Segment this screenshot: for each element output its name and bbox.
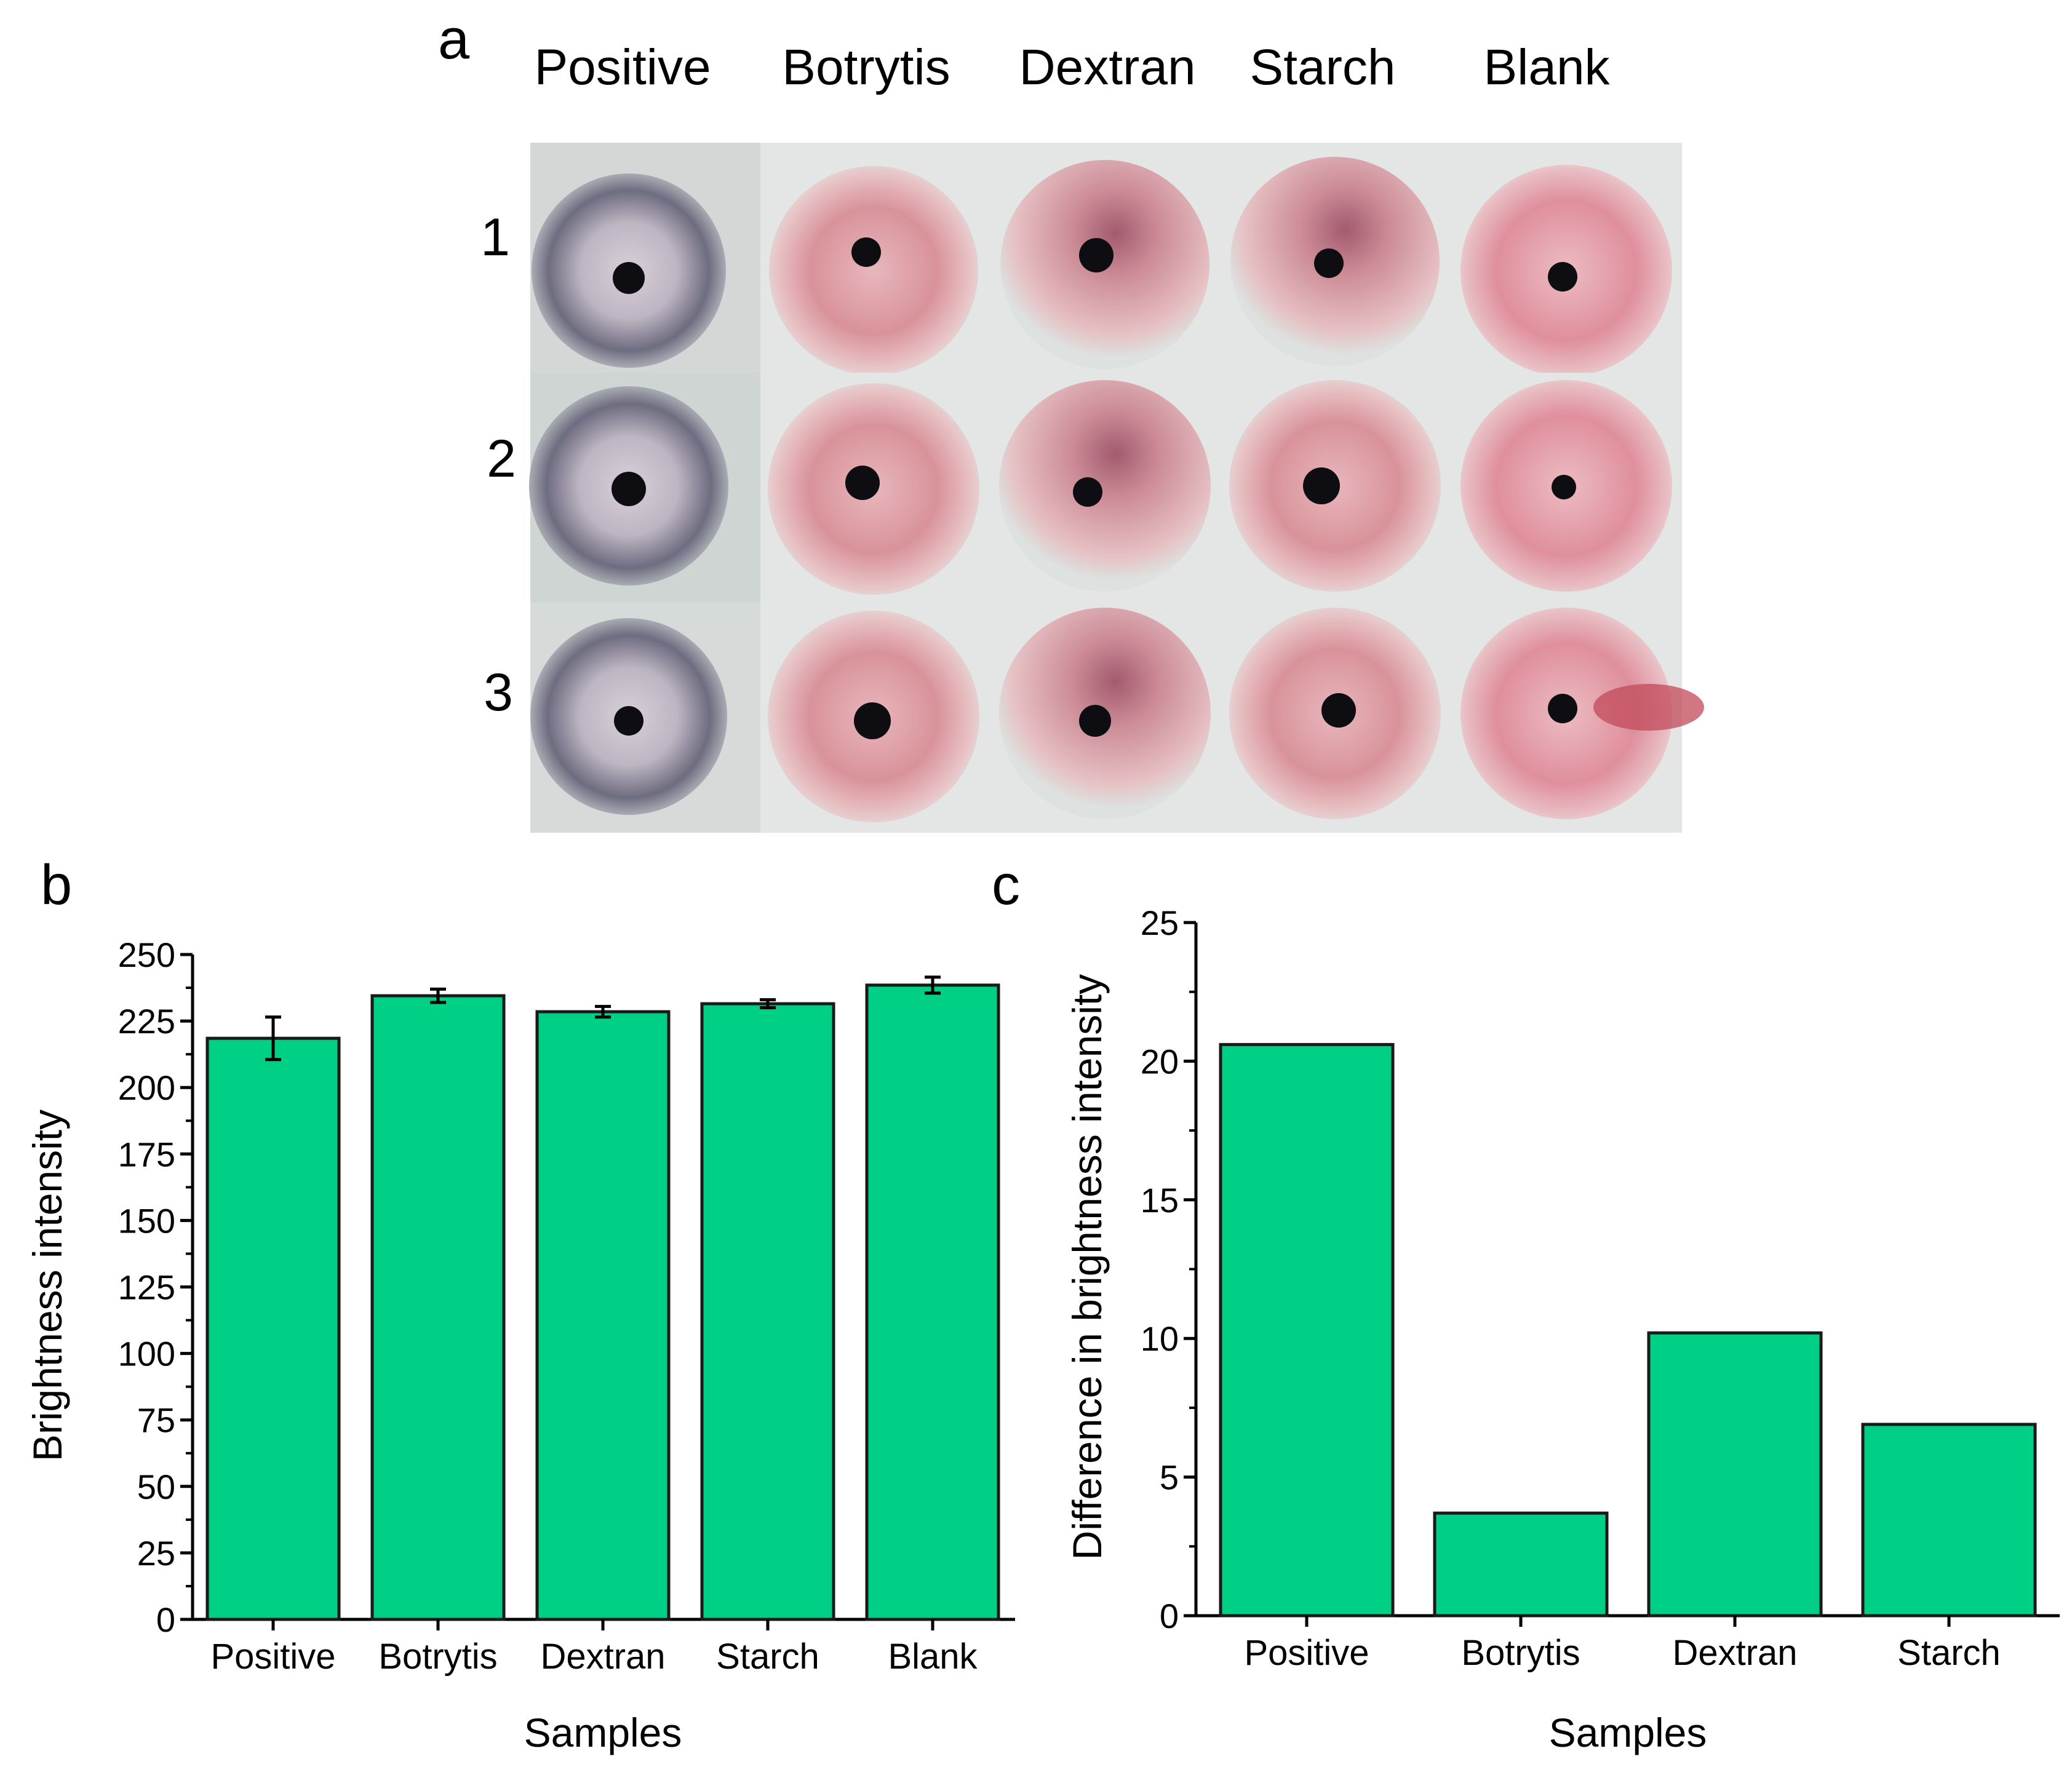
inoculum-dot [851, 237, 881, 267]
chart-c-y-label: Difference in brightness intensity [1064, 974, 1110, 1560]
photo-cell-starch-2 [1221, 373, 1451, 603]
photo-cell-blank-3 [1451, 603, 1704, 833]
inoculum-dot [845, 466, 880, 500]
photo-cell-botrytis-3 [760, 603, 990, 833]
column-header-blank: Blank [1483, 39, 1610, 95]
photo-cell-starch-3 [1221, 603, 1451, 833]
y-tick-label: 125 [118, 1268, 175, 1307]
column-header-starch: Starch [1250, 39, 1396, 95]
panel-label-a: a [438, 8, 470, 71]
photo-cell-botrytis-1 [760, 143, 990, 375]
column-header-positive: Positive [534, 39, 711, 95]
photo-cell-dextran-2 [990, 373, 1221, 603]
photo-cell-blank-2 [1451, 373, 1682, 603]
inoculum-dot [614, 706, 644, 736]
inoculum-dot [1548, 262, 1577, 292]
y-tick-label: 50 [137, 1467, 175, 1506]
x-tick-label-blank: Blank [888, 1637, 978, 1677]
x-tick-label-dextran: Dextran [540, 1637, 665, 1677]
y-tick-label: 200 [118, 1068, 175, 1107]
y-tick-label: 100 [118, 1335, 175, 1373]
photo-grid [529, 143, 1704, 833]
inoculum-dot [1073, 477, 1102, 507]
bar-positive [1219, 1042, 1395, 1618]
bar-dextran [1647, 1331, 1823, 1618]
chart-b-y-label: Brightness intensity [25, 1110, 70, 1461]
y-tick-label: 150 [118, 1201, 175, 1240]
x-tick-label-starch: Starch [716, 1637, 819, 1677]
chart-b-brightness: 0 25 50 75 100 125 150 175 200 225 250 Positive Bot… [25, 935, 1015, 1755]
photo-cell-dextran-3 [990, 603, 1221, 833]
inoculum-dot [1314, 248, 1344, 278]
panel-label-b: b [41, 854, 72, 916]
photo-cell-positive-2 [529, 373, 760, 603]
column-header-botrytis: Botrytis [782, 39, 950, 95]
photo-cell-dextran-1 [990, 143, 1221, 373]
photo-cell-positive-3 [530, 603, 760, 833]
bar-starch [700, 1002, 835, 1621]
row-label-1: 1 [480, 208, 510, 267]
row-label-2: 2 [487, 429, 516, 488]
y-tick-label: 25 [1141, 903, 1179, 942]
y-tick-label: 175 [118, 1135, 175, 1173]
inoculum-dot [1548, 694, 1577, 723]
photo-cell-blank-1 [1451, 143, 1682, 376]
photo-cell-botrytis-2 [760, 373, 990, 603]
column-header-dextran: Dextran [1019, 39, 1195, 95]
y-tick-label: 5 [1160, 1458, 1179, 1497]
inoculum-dot [1079, 238, 1114, 272]
panel-label-c: c [992, 854, 1020, 916]
x-tick-label-dextran: Dextran [1672, 1633, 1797, 1673]
bar-botrytis [1433, 1511, 1609, 1618]
chart-c-difference: 0 5 10 15 20 25 Positive Botrytis Dextran Starch… [1064, 903, 2060, 1755]
y-tick-label: 10 [1141, 1319, 1179, 1358]
inoculum-dot [1321, 693, 1356, 728]
x-tick-label-positive: Positive [1244, 1633, 1369, 1673]
x-tick-label-botrytis: Botrytis [378, 1637, 497, 1677]
y-tick-label: 0 [156, 1600, 175, 1639]
row-label-3: 3 [484, 663, 513, 722]
y-tick-label: 25 [137, 1534, 175, 1573]
photo-cell-starch-1 [1221, 143, 1451, 373]
panel-a-column-headers: Positive Botrytis Dextran Starch Blank [534, 39, 1610, 95]
panel-a-row-labels: 1 2 3 [480, 208, 516, 722]
bar-botrytis [370, 994, 506, 1621]
x-tick-label-positive: Positive [210, 1637, 335, 1677]
inoculum-dot [612, 472, 646, 506]
y-tick-label: 75 [137, 1401, 175, 1440]
x-tick-label-botrytis: Botrytis [1461, 1633, 1580, 1673]
photo-cell-positive-1 [530, 143, 760, 373]
inoculum-dot [613, 262, 645, 294]
chart-c-x-label: Samples [1549, 1710, 1707, 1755]
inoculum-dot [1079, 705, 1111, 737]
bar-positive [205, 1036, 341, 1621]
y-tick-label: 250 [118, 935, 175, 974]
inoculum-dot [854, 702, 891, 739]
bar-blank [865, 983, 1000, 1621]
inoculum-dot [1303, 467, 1340, 504]
chart-b-x-label: Samples [524, 1710, 682, 1755]
y-tick-label: 15 [1141, 1181, 1179, 1220]
inoculum-dot [1552, 475, 1576, 499]
x-tick-label-starch: Starch [1897, 1633, 2001, 1673]
bar-dextran [535, 1010, 671, 1621]
y-tick-label: 20 [1141, 1042, 1179, 1081]
bar-starch [1861, 1423, 2037, 1618]
y-tick-label: 0 [1160, 1597, 1179, 1635]
y-tick-label: 225 [118, 1002, 175, 1041]
